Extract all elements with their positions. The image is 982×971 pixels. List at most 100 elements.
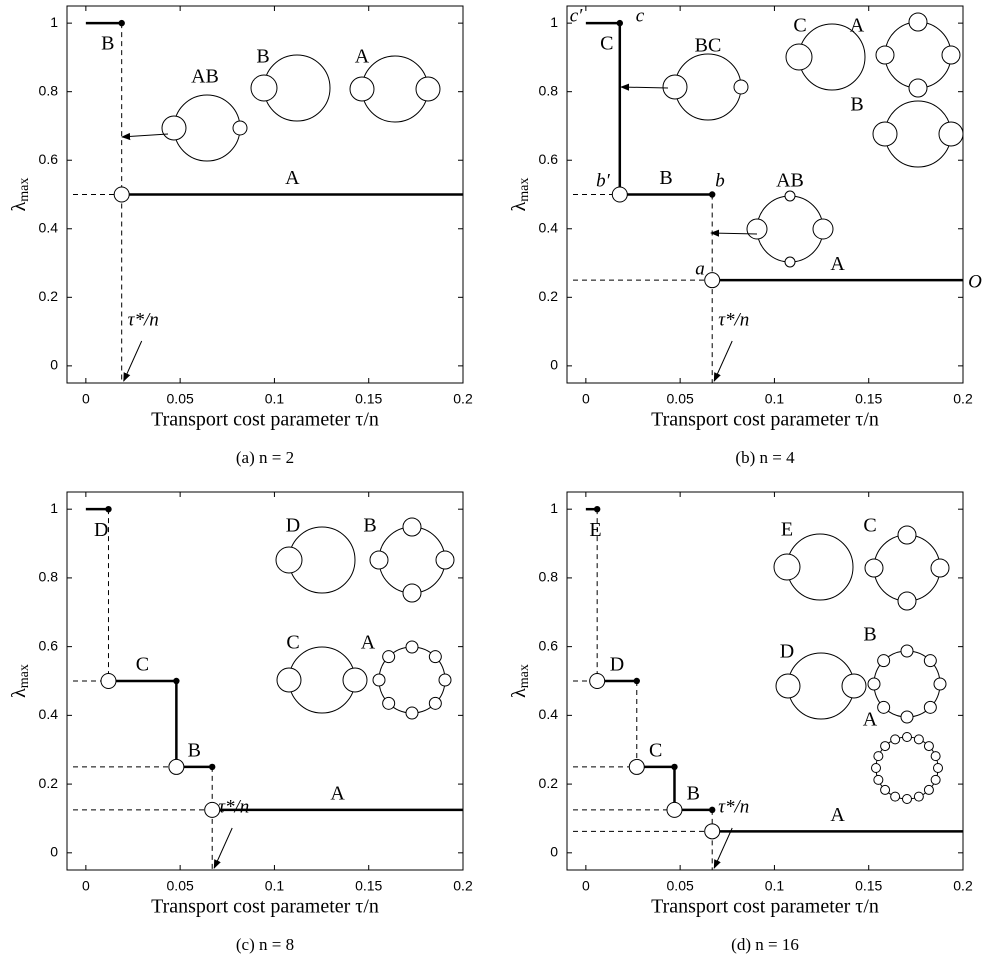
y-tick-label: 0.8: [39, 82, 59, 98]
inset-ring: [874, 535, 940, 601]
inset-node: [901, 711, 913, 723]
segment-label: C: [136, 654, 149, 676]
segment-label: B: [687, 782, 700, 804]
inset-node: [898, 592, 916, 610]
inset-arrow: [122, 134, 168, 137]
segment-label: C: [649, 740, 662, 762]
y-axis-subscript: max: [17, 178, 32, 202]
tau-label: τ*/n: [718, 309, 749, 330]
y-tick-label: 0.2: [39, 775, 59, 791]
inset-node: [429, 697, 441, 709]
inset-node: [865, 559, 883, 577]
x-tick-label: 0.1: [765, 878, 785, 894]
y-tick-label: 0.4: [539, 706, 559, 722]
x-axis-label: Transport cost parameter τ/n: [651, 409, 879, 431]
inset-node: [663, 75, 687, 99]
inset-node: [878, 655, 890, 667]
inset-label: E: [781, 519, 793, 541]
y-axis-label: λmax: [508, 178, 533, 212]
inset-node: [914, 735, 923, 744]
y-tick-label: 0.2: [539, 775, 559, 791]
inset-node: [383, 697, 395, 709]
inset-node: [383, 651, 395, 663]
tau-label: τ*/n: [718, 796, 749, 817]
inset-node: [931, 775, 940, 784]
caption: (b) n = 4: [735, 448, 795, 467]
inset-node: [403, 518, 421, 536]
inset-node: [774, 554, 800, 580]
page: {"chart_data": [ {"type": "step", "capti…: [0, 0, 982, 971]
tau-label: τ*/n: [218, 796, 249, 817]
y-axis-symbol: λ: [508, 201, 530, 211]
y-tick-label: 1: [550, 500, 558, 516]
inset-node: [776, 674, 800, 698]
inset-node: [872, 764, 881, 773]
y-axis-subscript: max: [17, 664, 32, 688]
inset-node: [909, 79, 927, 97]
tau-arrow: [124, 341, 142, 381]
inset-node: [934, 764, 943, 773]
open-point: [705, 824, 720, 839]
x-tick-label: 0: [82, 878, 90, 894]
inset-node: [785, 191, 795, 201]
inset-node: [878, 701, 890, 713]
segment-label: A: [330, 782, 345, 804]
inset-node: [277, 668, 301, 692]
segment-label: D: [610, 654, 624, 676]
x-axis-label: Transport cost parameter τ/n: [151, 896, 379, 918]
inset-label: AB: [776, 170, 804, 192]
y-tick-label: 0: [550, 357, 558, 373]
inset-node: [901, 645, 913, 657]
inset-arrow: [621, 87, 668, 88]
inset-node: [909, 13, 927, 31]
open-point: [705, 273, 720, 288]
inset-node: [898, 526, 916, 544]
y-tick-label: 0: [50, 844, 58, 860]
point-annotation: b: [715, 170, 725, 191]
segment-label: B: [101, 33, 114, 55]
inset-node: [276, 547, 302, 573]
x-tick-label: 0.15: [355, 878, 382, 894]
x-tick-label: 0.2: [453, 391, 473, 407]
inset-node: [162, 116, 186, 140]
y-tick-label: 0.8: [539, 569, 559, 585]
y-axis-label: λmax: [8, 178, 33, 212]
y-tick-label: 0: [50, 357, 58, 373]
open-point: [612, 187, 627, 202]
tau-label: τ*/n: [128, 309, 159, 330]
inset-node: [373, 674, 385, 686]
inset-node: [874, 775, 883, 784]
inset-node: [924, 701, 936, 713]
figure: 0 0.05 0.1 0.15 0.2 0 0.2 0.4 0.6 0.8 1 Transport c…: [0, 0, 982, 971]
x-tick-label: 0: [82, 391, 90, 407]
y-tick-label: 1: [550, 14, 558, 30]
inset-node: [903, 795, 912, 804]
point-annotation: c: [636, 5, 645, 26]
inset-label: B: [850, 94, 863, 116]
point-annotation: a: [695, 258, 705, 279]
x-tick-label: 0.05: [667, 391, 694, 407]
segment-label: A: [830, 253, 845, 275]
inset-node: [881, 785, 890, 794]
y-tick-label: 1: [50, 14, 58, 30]
inset-label: B: [256, 46, 269, 68]
y-tick-label: 0.4: [39, 706, 59, 722]
y-tick-label: 0.6: [539, 637, 559, 653]
segment-label: B: [188, 740, 201, 762]
inset-node: [931, 752, 940, 761]
open-point: [101, 674, 116, 689]
inset-node: [914, 792, 923, 801]
inset-label: A: [355, 46, 370, 68]
inset-node: [747, 219, 767, 239]
segment-label: A: [830, 804, 845, 826]
x-tick-label: 0: [582, 878, 590, 894]
tau-arrow: [214, 828, 232, 868]
inset-node: [934, 678, 946, 690]
inset-node: [924, 785, 933, 794]
inset-node: [233, 121, 247, 135]
inset-node: [343, 668, 367, 692]
segment-label: E: [589, 519, 601, 541]
inset-label: B: [863, 624, 876, 646]
inset-node: [842, 674, 866, 698]
